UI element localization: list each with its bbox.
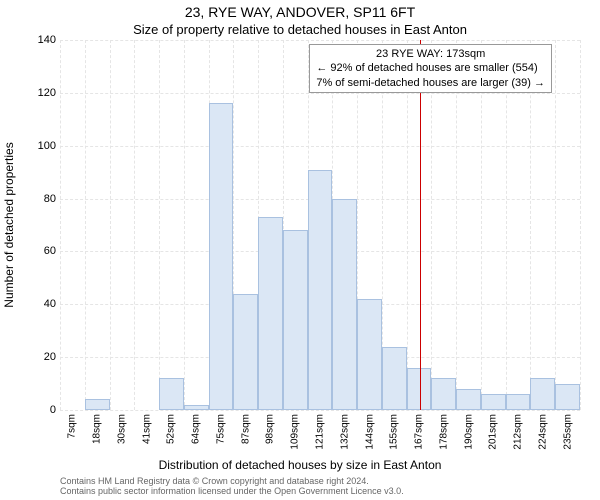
y-tick-label: 80 bbox=[6, 193, 56, 205]
x-tick-label: 190sqm bbox=[463, 414, 474, 450]
x-tick-label: 64sqm bbox=[191, 414, 202, 444]
grid-vertical bbox=[60, 40, 61, 410]
x-tick-label: 167sqm bbox=[414, 414, 425, 450]
x-tick-label: 98sqm bbox=[265, 414, 276, 444]
x-tick-label: 132sqm bbox=[339, 414, 350, 450]
grid-vertical bbox=[134, 40, 135, 410]
footer-line1: Contains HM Land Registry data © Crown c… bbox=[60, 476, 404, 486]
x-tick-label: 87sqm bbox=[240, 414, 251, 444]
histogram-bar bbox=[85, 399, 110, 410]
histogram-bar bbox=[481, 394, 506, 410]
histogram-bar bbox=[357, 299, 382, 410]
annotation-line: 7% of semi-detached houses are larger (3… bbox=[316, 76, 545, 90]
x-tick-label: 178sqm bbox=[438, 414, 449, 450]
grid-vertical bbox=[530, 40, 531, 410]
y-tick-label: 0 bbox=[6, 404, 56, 416]
x-tick-label: 18sqm bbox=[92, 414, 103, 444]
histogram-bar bbox=[456, 389, 481, 410]
y-tick-label: 120 bbox=[6, 87, 56, 99]
annotation-box: 23 RYE WAY: 173sqm← 92% of detached hous… bbox=[309, 44, 552, 93]
grid-vertical bbox=[456, 40, 457, 410]
y-tick-label: 100 bbox=[6, 140, 56, 152]
grid-horizontal bbox=[60, 410, 580, 411]
grid-horizontal bbox=[60, 146, 580, 147]
histogram-bar bbox=[332, 199, 357, 410]
y-tick-label: 140 bbox=[6, 34, 56, 46]
chart-subtitle: Size of property relative to detached ho… bbox=[0, 22, 600, 37]
y-axis-label: Number of detached properties bbox=[2, 142, 16, 307]
x-tick-label: 75sqm bbox=[215, 414, 226, 444]
grid-vertical bbox=[506, 40, 507, 410]
footer-line2: Contains public sector information licen… bbox=[60, 486, 404, 496]
x-tick-label: 121sqm bbox=[315, 414, 326, 450]
grid-vertical bbox=[555, 40, 556, 410]
x-tick-label: 224sqm bbox=[537, 414, 548, 450]
y-tick-label: 20 bbox=[6, 351, 56, 363]
histogram-bar bbox=[308, 170, 333, 411]
x-tick-label: 52sqm bbox=[166, 414, 177, 444]
footer-attribution: Contains HM Land Registry data © Crown c… bbox=[60, 476, 404, 497]
histogram-bar bbox=[530, 378, 555, 410]
histogram-bar bbox=[431, 378, 456, 410]
histogram-bar bbox=[555, 384, 580, 410]
x-tick-label: 109sqm bbox=[290, 414, 301, 450]
grid-vertical bbox=[85, 40, 86, 410]
grid-vertical bbox=[159, 40, 160, 410]
histogram-bar bbox=[382, 347, 407, 410]
x-tick-label: 235sqm bbox=[562, 414, 573, 450]
histogram-bar bbox=[258, 217, 283, 410]
grid-vertical bbox=[431, 40, 432, 410]
x-tick-label: 7sqm bbox=[67, 414, 78, 438]
x-tick-label: 30sqm bbox=[116, 414, 127, 444]
x-tick-label: 41sqm bbox=[141, 414, 152, 444]
x-axis-label: Distribution of detached houses by size … bbox=[0, 458, 600, 472]
grid-vertical bbox=[110, 40, 111, 410]
chart-title: 23, RYE WAY, ANDOVER, SP11 6FT bbox=[0, 4, 600, 20]
histogram-bar bbox=[159, 378, 184, 410]
grid-vertical bbox=[407, 40, 408, 410]
histogram-bar bbox=[209, 103, 234, 410]
x-tick-label: 212sqm bbox=[513, 414, 524, 450]
grid-horizontal bbox=[60, 40, 580, 41]
plot-area: 23 RYE WAY: 173sqm← 92% of detached hous… bbox=[60, 40, 580, 410]
x-tick-label: 144sqm bbox=[364, 414, 375, 450]
histogram-bar bbox=[233, 294, 258, 410]
x-tick-label: 201sqm bbox=[488, 414, 499, 450]
histogram-bar bbox=[184, 405, 209, 410]
grid-horizontal bbox=[60, 93, 580, 94]
grid-vertical bbox=[481, 40, 482, 410]
y-tick-label: 40 bbox=[6, 298, 56, 310]
annotation-line: ← 92% of detached houses are smaller (55… bbox=[316, 61, 545, 75]
property-marker-line bbox=[420, 40, 421, 410]
histogram-bar bbox=[283, 230, 308, 410]
grid-vertical bbox=[580, 40, 581, 410]
x-tick-label: 155sqm bbox=[389, 414, 400, 450]
grid-vertical bbox=[184, 40, 185, 410]
y-tick-label: 60 bbox=[6, 245, 56, 257]
annotation-line: 23 RYE WAY: 173sqm bbox=[316, 47, 545, 61]
histogram-bar bbox=[506, 394, 531, 410]
